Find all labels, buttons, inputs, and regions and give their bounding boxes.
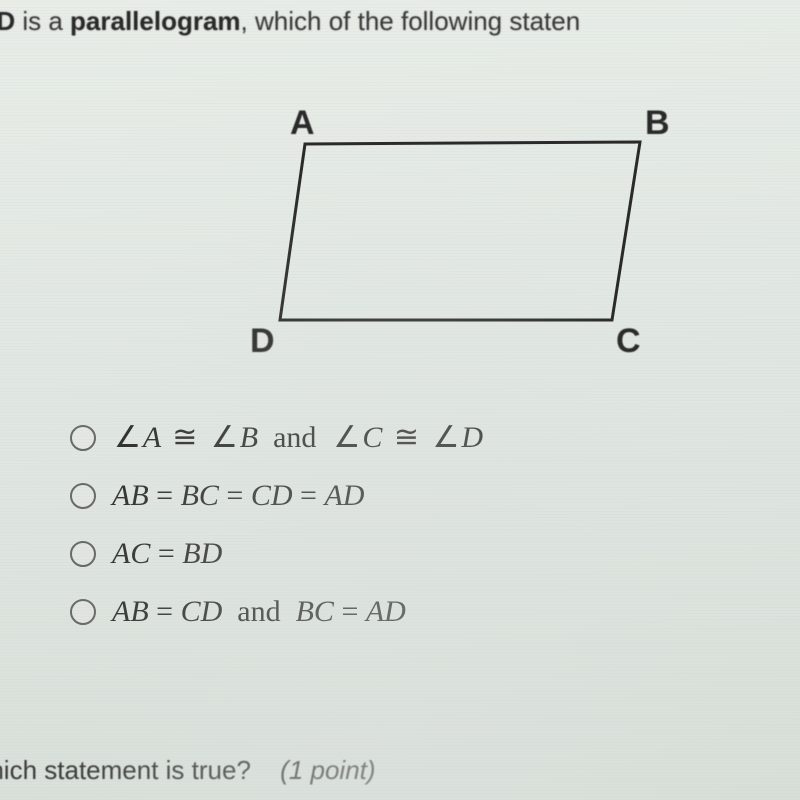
bottom-question: Vhich statement is true? (1 point) [0, 755, 376, 786]
option-2[interactable]: AB = BC = CD = AD [70, 479, 483, 513]
option-1-text: ∠A ≅ ∠B and ∠C ≅ ∠D [112, 420, 483, 455]
vertex-b: B [645, 104, 670, 143]
q-mid2: , which of the following staten [241, 6, 581, 36]
parallelogram-shape [280, 142, 640, 320]
vertex-d: D [250, 322, 275, 361]
radio-icon[interactable] [70, 541, 96, 567]
option-4[interactable]: AB = CD and BC = AD [70, 595, 483, 629]
points-label: (1 point) [280, 755, 375, 785]
vertex-c: C [616, 322, 641, 361]
radio-icon[interactable] [70, 483, 96, 509]
option-2-text: AB = BC = CD = AD [112, 479, 364, 513]
radio-icon[interactable] [70, 425, 96, 451]
vertex-a: A [290, 104, 315, 143]
option-3[interactable]: AC = BD [70, 537, 483, 571]
question-header: ABCD is a parallelogram, which of the fo… [0, 6, 580, 37]
option-4-text: AB = CD and BC = AD [112, 595, 406, 629]
option-1[interactable]: ∠A ≅ ∠B and ∠C ≅ ∠D [70, 420, 483, 455]
radio-icon[interactable] [70, 599, 96, 625]
bottom-text: Vhich statement is true? [0, 755, 251, 785]
parallelogram-diagram: A B C D [180, 100, 660, 370]
q-mid1: is a [22, 6, 70, 36]
q-bold1: parallelogram [70, 6, 241, 36]
option-3-text: AC = BD [112, 537, 222, 571]
q-prefix: ABCD [0, 6, 22, 36]
answer-options: ∠A ≅ ∠B and ∠C ≅ ∠D AB = BC = CD = AD AC… [70, 420, 483, 653]
